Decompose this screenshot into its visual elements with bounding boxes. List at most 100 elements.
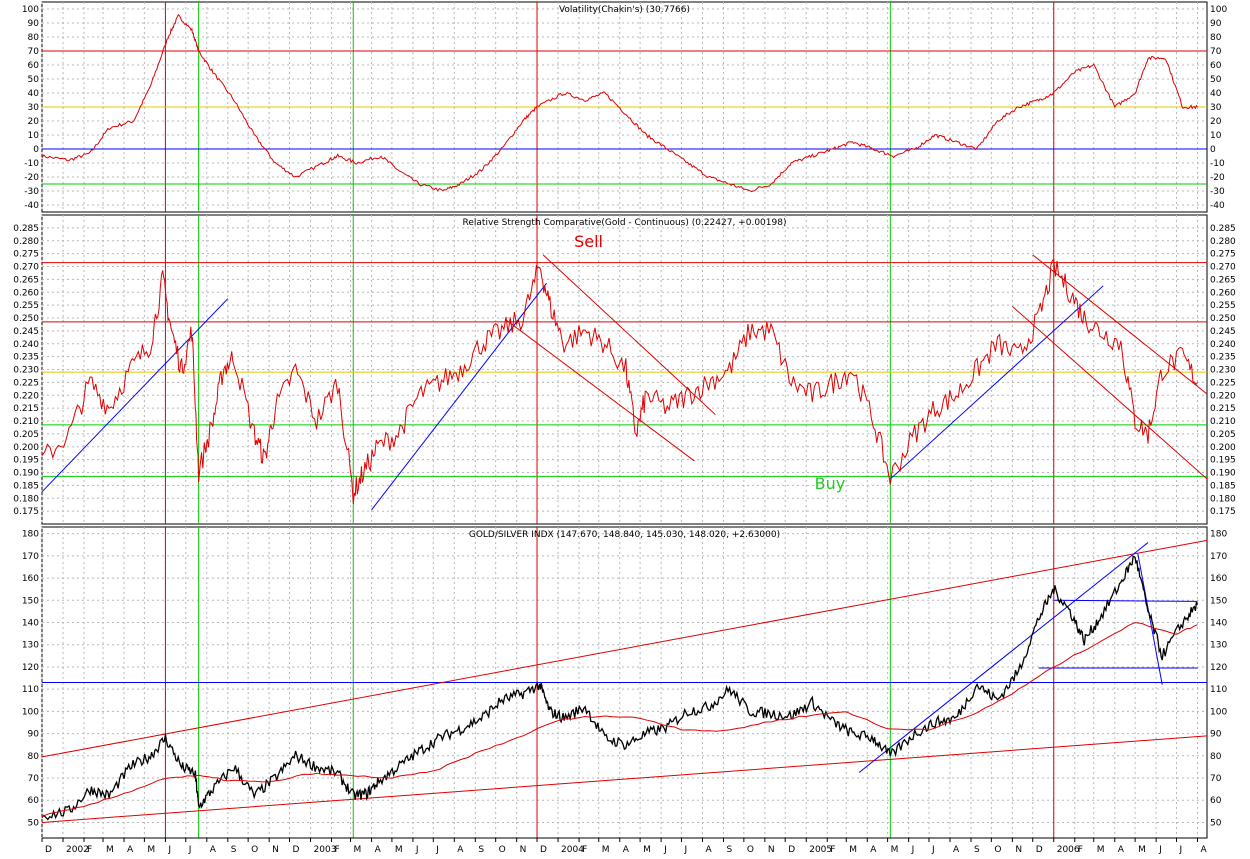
x-tick-label: D <box>788 845 795 855</box>
y-tick-label-right: 0.195 <box>1210 456 1236 466</box>
y-tick-label-left: 170 <box>22 552 39 562</box>
y-tick-label-right: 20 <box>1210 117 1222 127</box>
y-tick-label-right: 0.205 <box>1210 430 1236 440</box>
y-tick-label-right: 0.235 <box>1210 353 1236 363</box>
y-tick-label-left: 0.205 <box>13 430 39 440</box>
x-tick-label: S <box>974 845 980 855</box>
x-tick-label: M <box>602 845 610 855</box>
y-tick-label-right: 0.265 <box>1210 275 1236 285</box>
y-tick-label-right: 0.185 <box>1210 481 1236 491</box>
x-tick-label: A <box>210 845 217 855</box>
y-tick-label-right: 130 <box>1210 641 1227 651</box>
y-tick-label-left: 100 <box>22 5 39 15</box>
y-tick-label-left: 0 <box>33 145 39 155</box>
y-tick-label-left: 80 <box>28 33 40 43</box>
trend-line <box>41 539 1208 758</box>
y-tick-label-right: 90 <box>1210 19 1222 29</box>
x-tick-label: N <box>768 845 775 855</box>
y-tick-label-right: 50 <box>1210 818 1222 828</box>
trend-line <box>504 318 695 462</box>
x-tick-label: F <box>335 845 340 855</box>
y-tick-label-right: 0.255 <box>1210 301 1236 311</box>
x-tick-label: M <box>891 845 899 855</box>
trend-line <box>371 282 547 511</box>
y-tick-label-left: 0.265 <box>13 275 39 285</box>
x-tick-label: F <box>1078 845 1083 855</box>
y-tick-label-left: -40 <box>24 201 39 211</box>
x-tick-label: N <box>1015 845 1022 855</box>
x-tick-label: M <box>1097 845 1105 855</box>
y-tick-label-right: 0.250 <box>1210 314 1236 324</box>
y-tick-label-left: -20 <box>24 173 39 183</box>
x-tick-label: S <box>727 845 733 855</box>
x-tick-label: A <box>1201 845 1208 855</box>
x-tick-label: 2002 <box>66 845 89 855</box>
y-tick-label-left: 140 <box>22 619 39 629</box>
y-tick-label-left: -30 <box>24 187 39 197</box>
x-tick-label: J <box>167 845 171 855</box>
y-tick-label-left: 0.250 <box>13 314 39 324</box>
y-tick-label-right: 110 <box>1210 685 1227 695</box>
series-line <box>41 13 1198 193</box>
y-tick-label-right: 70 <box>1210 47 1222 57</box>
y-tick-label-left: 0.240 <box>13 340 39 350</box>
y-tick-label-right: 170 <box>1210 552 1227 562</box>
x-tick-label: D <box>45 845 52 855</box>
annotation-buy: Buy <box>815 474 846 493</box>
y-tick-label-left: 180 <box>22 530 39 540</box>
x-tick-label: N <box>520 845 527 855</box>
y-tick-label-right: 80 <box>1210 752 1222 762</box>
y-tick-label-left: 0.180 <box>13 494 39 504</box>
x-tick-label: 2006 <box>1057 845 1080 855</box>
x-tick-label: S <box>478 845 484 855</box>
y-tick-label-right: 0.260 <box>1210 288 1236 298</box>
x-tick-label: J <box>931 845 935 855</box>
y-tick-label-left: 0.200 <box>13 443 39 453</box>
y-tick-label-right: -30 <box>1210 187 1225 197</box>
y-tick-label-right: 0.285 <box>1210 224 1236 234</box>
trend-line <box>41 298 229 493</box>
x-tick-label: A <box>1118 845 1125 855</box>
x-tick-label: F <box>830 845 835 855</box>
y-tick-label-right: 60 <box>1210 796 1222 806</box>
y-tick-label-left: 0.235 <box>13 353 39 363</box>
y-tick-label-right: 0 <box>1210 145 1216 155</box>
x-tick-label: 2003 <box>314 845 337 855</box>
y-tick-label-right: -40 <box>1210 201 1225 211</box>
x-tick-label: J <box>415 845 419 855</box>
y-tick-label-left: 90 <box>28 730 40 740</box>
y-tick-label-right: 0.240 <box>1210 340 1236 350</box>
panel-title: Relative Strength Comparative(Gold - Con… <box>463 218 787 228</box>
x-tick-label: J <box>683 845 687 855</box>
y-tick-label-right: 0.210 <box>1210 417 1236 427</box>
y-tick-label-left: 0.260 <box>13 288 39 298</box>
x-tick-label: D <box>293 845 300 855</box>
y-tick-label-right: 90 <box>1210 730 1222 740</box>
y-tick-label-left: 50 <box>28 818 40 828</box>
x-tick-label: A <box>375 845 382 855</box>
y-tick-label-right: 100 <box>1210 707 1227 717</box>
y-tick-label-right: 0.200 <box>1210 443 1236 453</box>
y-tick-label-right: 40 <box>1210 89 1222 99</box>
y-tick-label-right: 180 <box>1210 530 1227 540</box>
y-tick-label-left: 150 <box>22 596 39 606</box>
y-tick-label-right: 30 <box>1210 103 1222 113</box>
x-tick-label: J <box>911 845 915 855</box>
x-tick-label: J <box>663 845 667 855</box>
x-tick-label: M <box>849 845 857 855</box>
y-tick-label-left: 0.275 <box>13 250 39 260</box>
y-tick-label-left: 0.285 <box>13 224 39 234</box>
annotation-sell: Sell <box>574 232 603 251</box>
y-tick-label-left: 0.215 <box>13 404 39 414</box>
x-tick-label: A <box>623 845 630 855</box>
x-tick-label: O <box>251 845 258 855</box>
panel-title: Volatility(Chakin's) (30.7766) <box>559 5 690 15</box>
x-tick-label: 2005 <box>809 845 832 855</box>
panel-3: 50 50 60 60 70 70 80 80 90 90 100 100 110 110 120 120 13… <box>22 526 1227 839</box>
x-tick-label: A <box>953 845 960 855</box>
y-tick-label-right: 0.230 <box>1210 366 1236 376</box>
y-tick-label-left: 0.245 <box>13 327 39 337</box>
panel-1: -40 -40 -30 -30 -20 -20 -10 -10 0 0 10 10 20 20 30 30 40… <box>22 1 1227 213</box>
